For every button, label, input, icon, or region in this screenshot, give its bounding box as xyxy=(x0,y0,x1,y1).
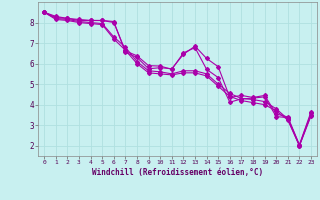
X-axis label: Windchill (Refroidissement éolien,°C): Windchill (Refroidissement éolien,°C) xyxy=(92,168,263,177)
